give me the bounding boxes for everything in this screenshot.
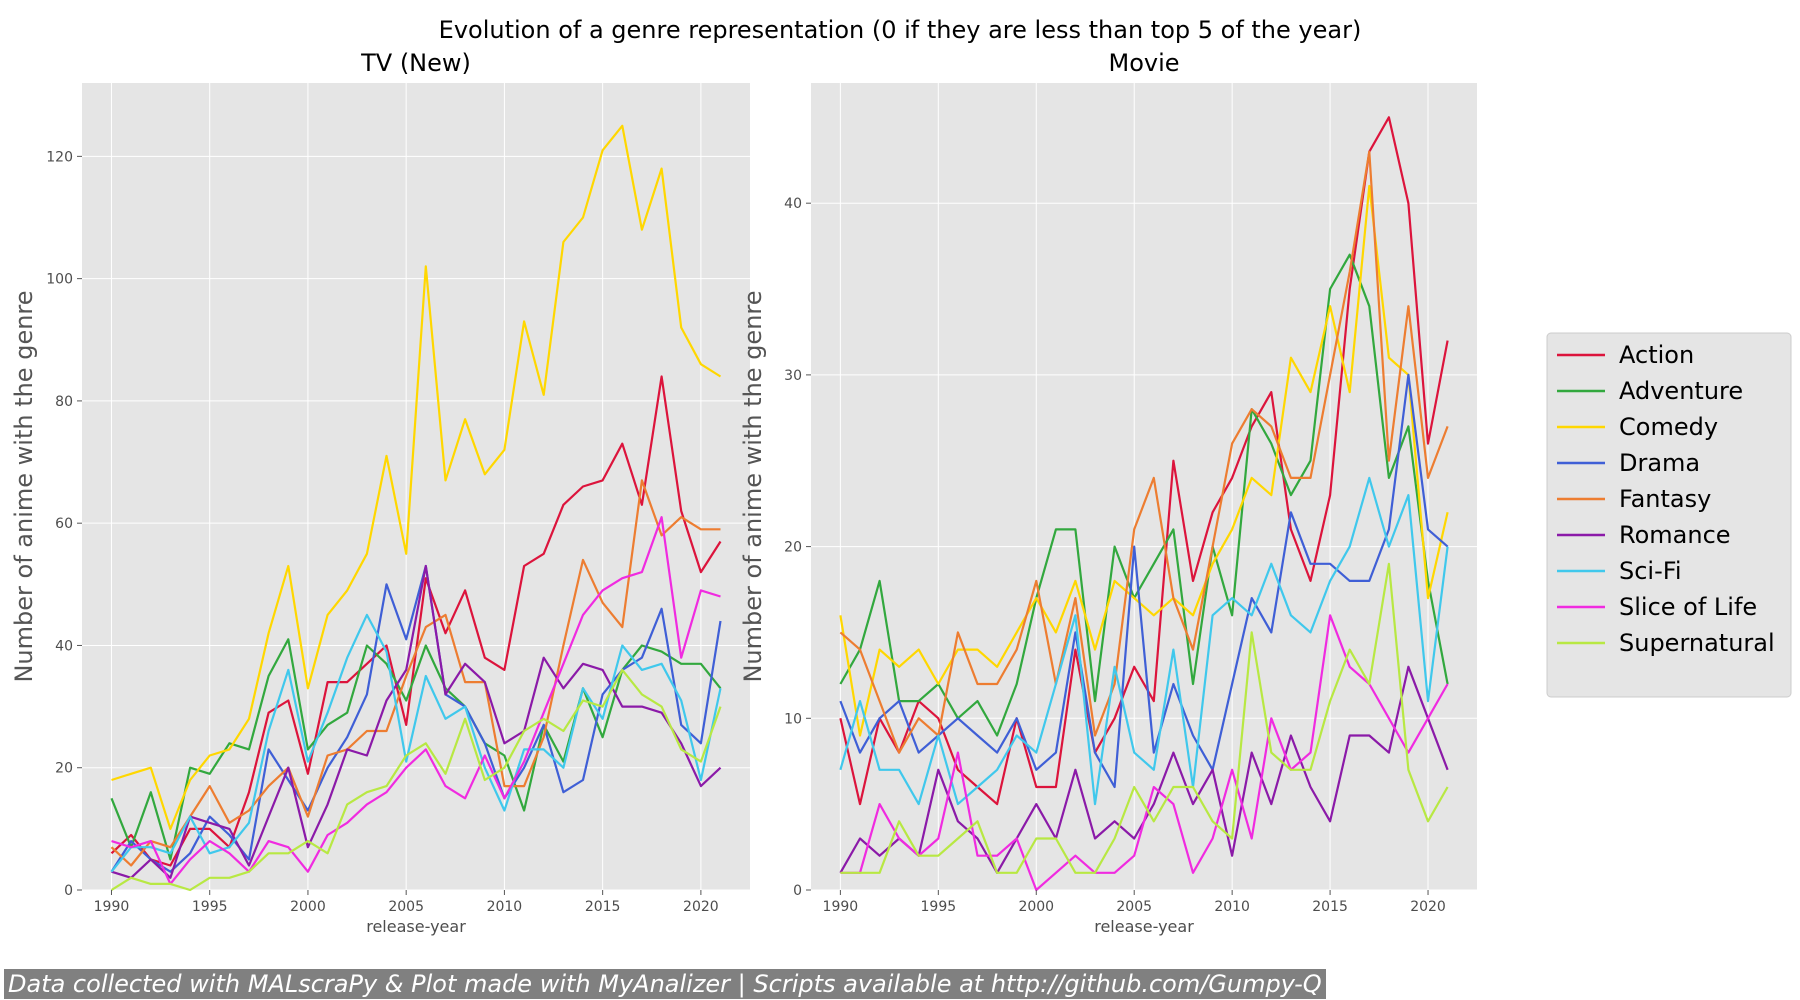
figure-title: Evolution of a genre representation (0 i… xyxy=(439,16,1362,44)
y-tick-label: 0 xyxy=(793,883,802,899)
series-line-adventure xyxy=(839,253,1449,737)
series-line-romance xyxy=(111,564,722,879)
y-axis-label: Number of anime with the genre xyxy=(739,290,767,682)
x-tick-label: 2010 xyxy=(487,899,523,915)
legend-label: Sci-Fi xyxy=(1619,557,1681,585)
chart-movie: 1990 1995 2000 2005 2010 2015 2020 0 10 20 30 40 Mov… xyxy=(739,49,1477,936)
x-tick-label: 1990 xyxy=(823,899,859,915)
legend-item: Sci-Fi xyxy=(1557,557,1681,585)
legend-label: Slice of Life xyxy=(1619,593,1757,621)
series-line-supernatural xyxy=(110,668,722,892)
legend-label: Romance xyxy=(1619,521,1731,549)
series-line-comedy xyxy=(839,184,1449,737)
series-line-adventure xyxy=(110,638,722,861)
x-tick-label: 2015 xyxy=(585,899,621,915)
y-tick-label: 60 xyxy=(55,516,73,532)
legend-item: Action xyxy=(1557,341,1694,369)
y-tick-label: 120 xyxy=(46,149,73,165)
x-tick-label: 1995 xyxy=(192,899,228,915)
x-axis-label: release-year xyxy=(1094,917,1194,936)
footer-credits: Data collected with MALscraPy & Plot mad… xyxy=(4,969,1326,999)
legend-item: Comedy xyxy=(1557,413,1718,441)
y-axis-label: Number of anime with the genre xyxy=(10,290,38,682)
x-tick-label: 2005 xyxy=(1116,899,1152,915)
legend-box xyxy=(1546,332,1792,698)
chart-title: Movie xyxy=(1108,49,1179,77)
legend-label: Adventure xyxy=(1619,377,1743,405)
series-line-comedy xyxy=(111,124,722,831)
y-tick-label: 20 xyxy=(55,761,73,777)
legend-item: Slice of Life xyxy=(1557,593,1757,621)
y-tick-label: 0 xyxy=(64,883,73,899)
legend-item: Adventure xyxy=(1557,377,1743,405)
legend: Action Adventure Comedy Drama Fantasy Romance… xyxy=(1546,332,1792,698)
x-tick-label: 2010 xyxy=(1214,899,1250,915)
series-line-action xyxy=(839,116,1449,806)
y-tick-label: 10 xyxy=(784,711,802,727)
legend-label: Fantasy xyxy=(1619,485,1711,513)
x-axis-label: release-year xyxy=(366,917,466,936)
legend-label: Action xyxy=(1619,341,1694,369)
y-tick-label: 40 xyxy=(55,638,73,654)
series-line-fantasy xyxy=(110,479,721,867)
legend-item: Fantasy xyxy=(1557,485,1711,513)
series-line-sci-fi xyxy=(839,476,1449,806)
x-tick-label: 2020 xyxy=(1410,899,1446,915)
plot-area xyxy=(811,83,1477,890)
y-tick-label: 30 xyxy=(784,368,802,384)
y-tick-label: 80 xyxy=(55,394,73,410)
legend-item: Romance xyxy=(1557,521,1731,549)
y-tick-label: 100 xyxy=(46,272,73,288)
chart-tv-new: 1990 1995 2000 2005 2010 2015 2020 0 20 40 60 80 100… xyxy=(10,49,750,936)
x-tick-label: 2015 xyxy=(1312,899,1348,915)
chart-title: TV (New) xyxy=(360,49,471,77)
x-tick-label: 2005 xyxy=(388,899,424,915)
series-line-drama xyxy=(839,373,1449,789)
legend-label: Supernatural xyxy=(1619,629,1775,657)
x-tick-label: 2000 xyxy=(1018,899,1054,915)
x-tick-label: 1990 xyxy=(94,899,130,915)
series-line-fantasy xyxy=(839,150,1449,754)
x-tick-label: 2000 xyxy=(290,899,326,915)
x-tick-label: 2020 xyxy=(683,899,719,915)
x-tick-label: 1995 xyxy=(921,899,957,915)
legend-item: Supernatural xyxy=(1557,629,1775,657)
legend-label: Drama xyxy=(1619,449,1700,477)
y-tick-label: 20 xyxy=(784,540,802,556)
legend-item: Drama xyxy=(1557,449,1700,477)
series-line-sci-fi xyxy=(110,613,722,873)
y-tick-label: 40 xyxy=(784,196,802,212)
legend-label: Comedy xyxy=(1619,413,1718,441)
series-line-slice-of-life xyxy=(111,515,721,886)
series-line-supernatural xyxy=(840,562,1449,874)
